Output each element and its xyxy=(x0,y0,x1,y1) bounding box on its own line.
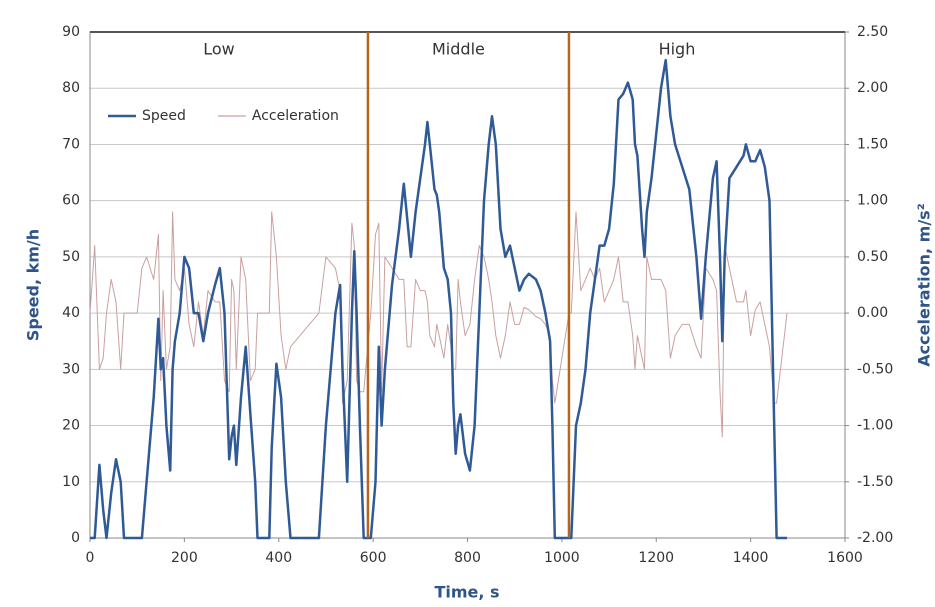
y-tick-label: 80 xyxy=(62,80,80,96)
x-tick-label: 1600 xyxy=(827,550,863,566)
y2-tick-label: 1.50 xyxy=(857,136,888,152)
y-tick-label: 60 xyxy=(62,193,80,209)
speed-line xyxy=(90,58,787,540)
y2-tick-label: -2.00 xyxy=(857,530,893,546)
legend-label: Acceleration xyxy=(252,108,339,124)
y-tick-label: 30 xyxy=(62,361,80,377)
y2-tick-label: 2.00 xyxy=(857,80,888,96)
phase-label: Middle xyxy=(432,40,485,59)
y-tick-label: 0 xyxy=(71,530,80,546)
x-tick-label: 200 xyxy=(171,550,198,566)
x-tick-label: 600 xyxy=(360,550,387,566)
y2-axis-title: Acceleration, m/s² xyxy=(915,203,934,366)
y-axis-title: Speed, km/h xyxy=(24,229,43,341)
y-tick-label: 70 xyxy=(62,136,80,152)
y-tick-label: 90 xyxy=(62,24,80,40)
y-tick-label: 20 xyxy=(62,418,80,434)
x-tick-label: 1000 xyxy=(544,550,580,566)
y2-tick-label: 0.00 xyxy=(857,305,888,321)
x-axis-title: Time, s xyxy=(434,583,499,602)
legend-label: Speed xyxy=(142,108,186,124)
y2-tick-label: 0.50 xyxy=(857,249,888,265)
phase-label: High xyxy=(659,40,696,59)
y-tick-label: 10 xyxy=(62,474,80,490)
y2-tick-label: 2.50 xyxy=(857,24,888,40)
x-tick-label: 800 xyxy=(454,550,481,566)
phase-label: Low xyxy=(203,40,235,59)
x-tick-label: 400 xyxy=(265,550,292,566)
x-tick-label: 1400 xyxy=(733,550,769,566)
y2-tick-label: -1.50 xyxy=(857,474,893,490)
x-tick-label: 1200 xyxy=(638,550,674,566)
y2-tick-label: -1.00 xyxy=(857,418,893,434)
y2-tick-label: 1.00 xyxy=(857,193,888,209)
y-tick-label: 50 xyxy=(62,249,80,265)
y-tick-label: 40 xyxy=(62,305,80,321)
x-tick-label: 0 xyxy=(86,550,95,566)
y2-tick-label: -0.50 xyxy=(857,361,893,377)
